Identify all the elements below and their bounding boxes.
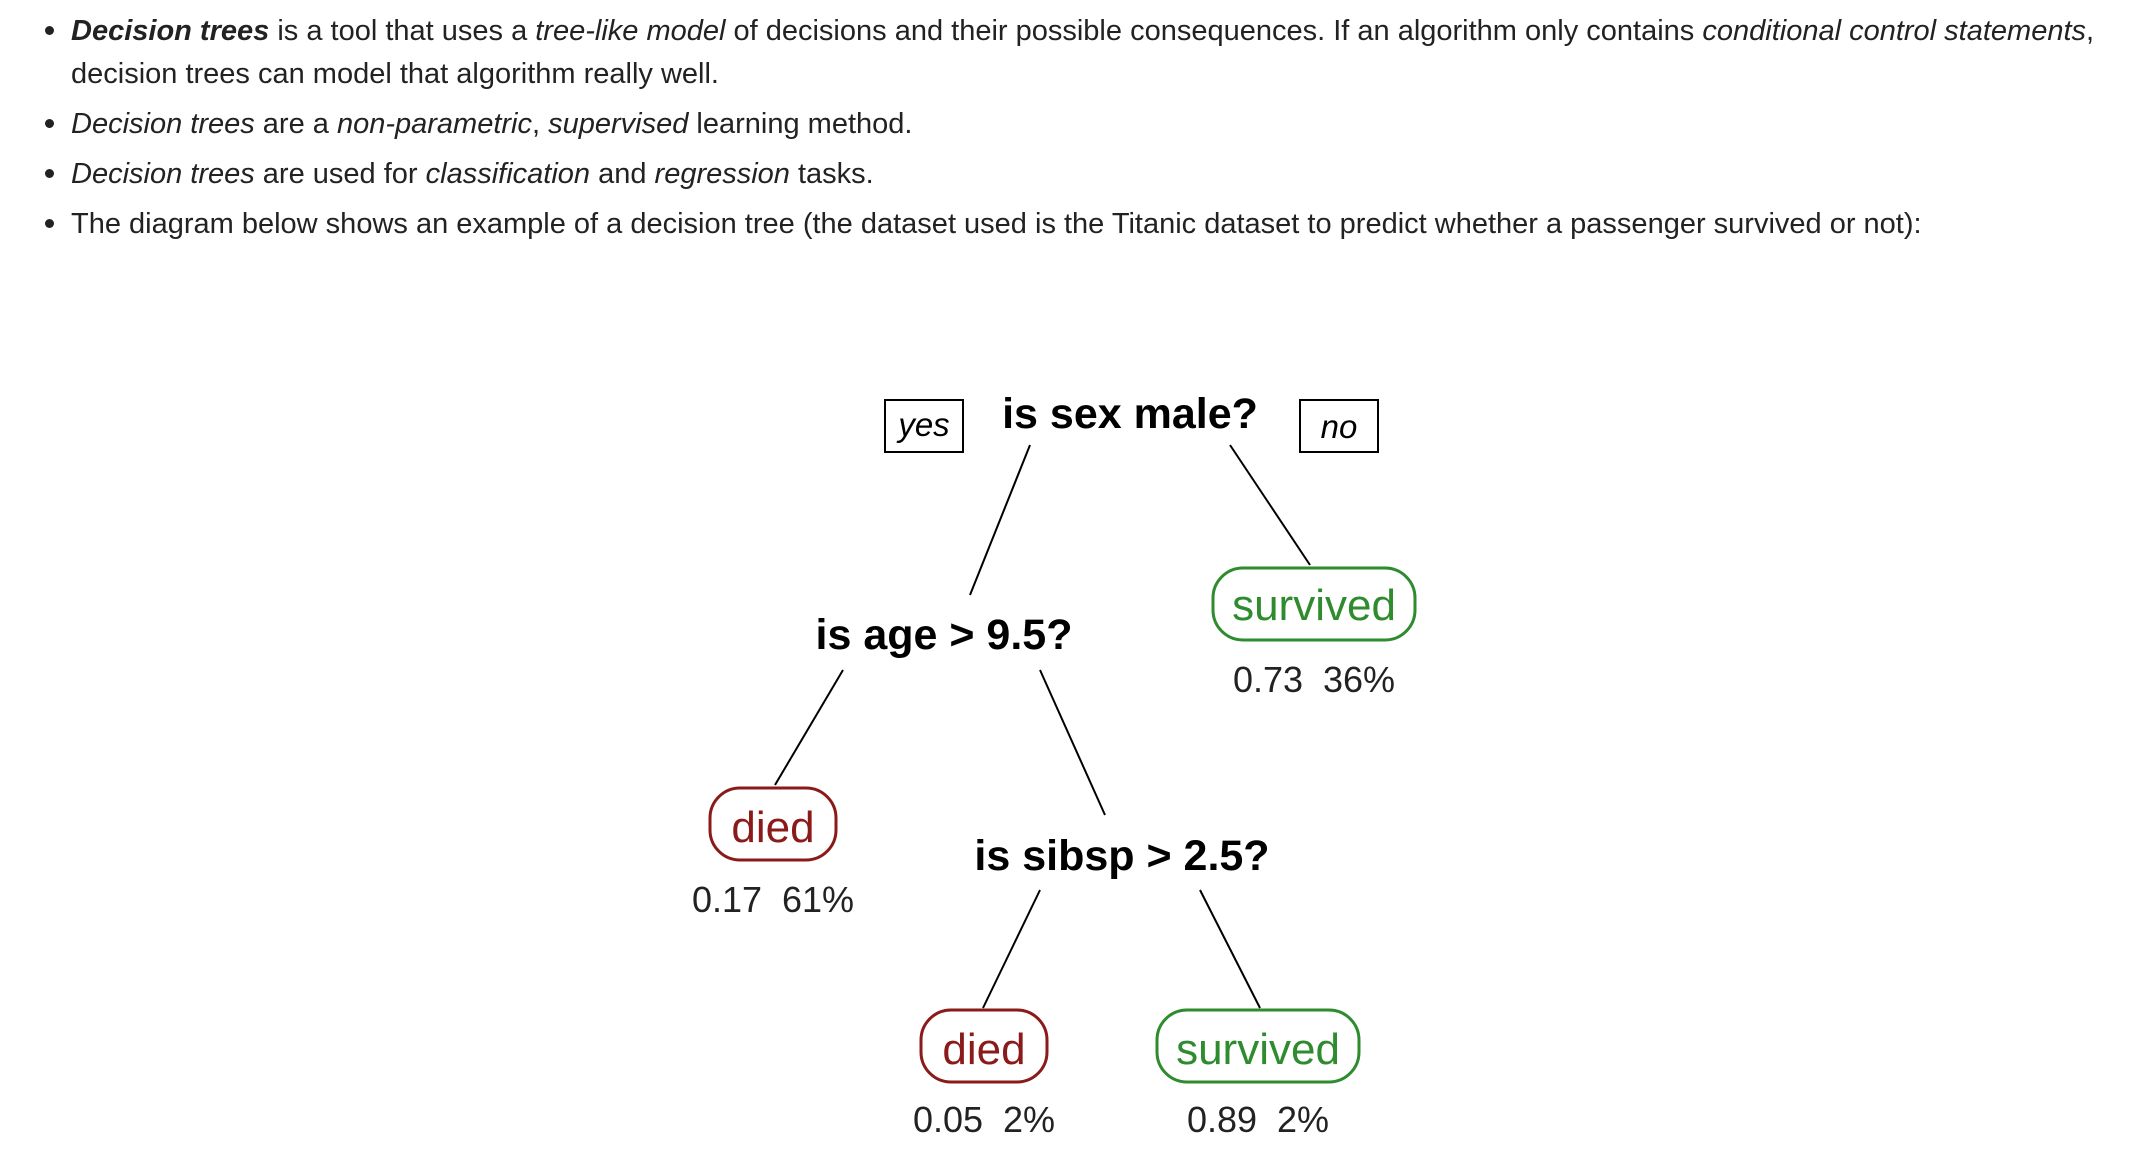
- leaf-died-stat: 0.17 61%: [692, 879, 854, 920]
- leaf-survived-box: [1211, 566, 1417, 642]
- text-run: are used for: [254, 158, 426, 190]
- term-conditional-control-statements: conditional control statements: [1702, 15, 2087, 47]
- bullet-list: Decision trees is a tool that uses a tre…: [0, 10, 2138, 253]
- bullet-dot: [45, 219, 54, 228]
- bullet-text: Decision trees are used for classificati…: [71, 158, 874, 190]
- bullet-dot: [45, 26, 54, 35]
- text-run: of decisions and their possible conseque…: [725, 15, 1703, 47]
- edge-sibsp-yes: [982, 889, 1041, 1009]
- term-decision-trees: Decision trees: [71, 108, 255, 140]
- bullet-text: Decision trees are a non-parametric, sup…: [71, 108, 912, 140]
- bullet-dot: [45, 169, 54, 178]
- root-question: is sex male?: [1002, 390, 1258, 438]
- leaf-died-box: [708, 786, 838, 862]
- leaf-survived-stat: 0.73 36%: [1233, 659, 1395, 700]
- leaf-survived-box: [1155, 1008, 1361, 1084]
- term-decision-trees: Decision trees: [71, 15, 270, 47]
- text-run: tasks.: [789, 158, 874, 190]
- age-question: is age > 9.5?: [816, 611, 1073, 659]
- sibsp-question: is sibsp > 2.5?: [974, 832, 1269, 880]
- bullet-item: Decision trees is a tool that uses a tre…: [45, 10, 2138, 96]
- leaf-died-label: died: [731, 803, 814, 852]
- term-non-parametric: non-parametric: [336, 108, 532, 140]
- no-box: [1299, 399, 1379, 453]
- bullet-text: Decision trees is a tool that uses a tre…: [71, 15, 2094, 90]
- no-label: no: [1321, 408, 1358, 445]
- bullet-item: The diagram below shows an example of a …: [45, 203, 2138, 246]
- bullet-dot: [45, 119, 54, 128]
- yes-label: yes: [896, 406, 949, 443]
- term-regression: regression: [654, 158, 790, 190]
- term-tree-like-model: tree-like model: [535, 15, 726, 47]
- text-run: are a: [254, 108, 337, 140]
- leaf-survived-label: survived: [1176, 1025, 1340, 1074]
- leaf-survived-stat: 0.89 2%: [1187, 1099, 1329, 1140]
- leaf-survived-label: survived: [1232, 581, 1396, 630]
- leaf-died-stat: 0.05 2%: [913, 1099, 1055, 1140]
- text-run: and: [590, 158, 655, 190]
- edge-age-no: [1039, 669, 1106, 816]
- leaf-died-label: died: [942, 1025, 1025, 1074]
- edge-sibsp-no: [1199, 889, 1261, 1009]
- text-run: is a tool that uses a: [269, 15, 536, 47]
- leaf-died-box: [919, 1008, 1049, 1084]
- text-run: learning method.: [688, 108, 913, 140]
- bullet-item: Decision trees are used for classificati…: [45, 153, 2138, 196]
- term-classification: classification: [425, 158, 591, 190]
- term-decision-trees: Decision trees: [71, 158, 255, 190]
- text-run: , decision trees can model that algorith…: [71, 15, 2095, 90]
- text-run: ,: [532, 108, 549, 140]
- edge-root-yes: [969, 444, 1031, 596]
- bullet-text: The diagram below shows an example of a …: [71, 208, 1922, 240]
- tree-edges: [774, 444, 1311, 1009]
- edge-root-no: [1229, 444, 1311, 566]
- bullet-item: Decision trees are a non-parametric, sup…: [45, 103, 2138, 146]
- term-supervised: supervised: [548, 108, 689, 140]
- edge-age-yes: [774, 669, 844, 786]
- yes-box: [884, 399, 964, 453]
